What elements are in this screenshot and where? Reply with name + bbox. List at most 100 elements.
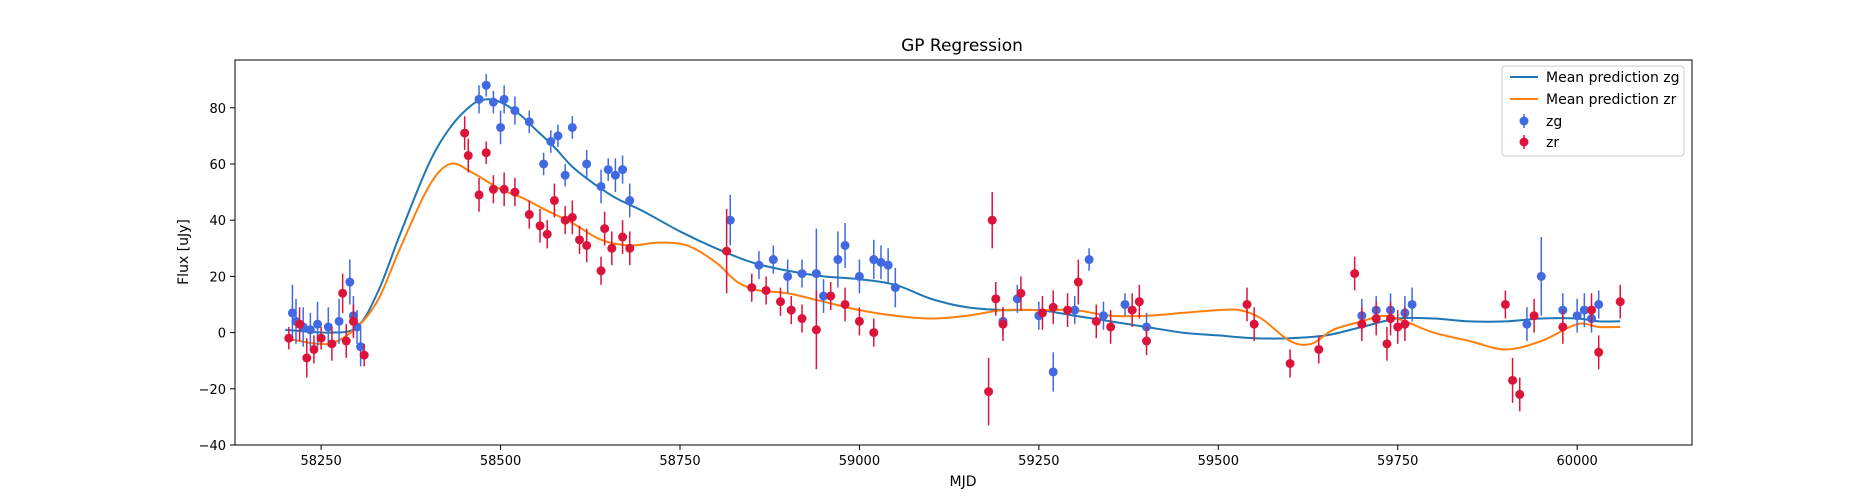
y-tick-label: 0 — [218, 327, 226, 342]
data-point — [560, 215, 570, 225]
data-point — [1371, 314, 1381, 324]
data-point — [596, 266, 606, 276]
data-point — [869, 255, 879, 265]
data-point — [775, 297, 785, 307]
data-point — [1073, 277, 1083, 287]
data-point — [1242, 299, 1252, 309]
data-point — [1127, 305, 1137, 315]
data-point — [542, 229, 552, 239]
data-point — [316, 333, 326, 343]
data-point — [1407, 299, 1417, 309]
data-point — [826, 291, 836, 301]
data-point — [539, 159, 549, 169]
data-point — [618, 232, 628, 242]
mean-prediction-curves — [285, 98, 1621, 351]
x-tick-label: 58250 — [300, 454, 341, 469]
y-tick-label: −40 — [199, 439, 226, 454]
legend-label-zg-mean: Mean prediction zg — [1546, 70, 1680, 86]
data-point — [1063, 305, 1073, 315]
data-point — [474, 190, 484, 200]
data-point — [546, 136, 556, 146]
legend: Mean prediction zg Mean prediction zr zg… — [1501, 65, 1685, 157]
x-tick-label: 59000 — [839, 454, 880, 469]
data-point — [287, 308, 297, 318]
data-point — [607, 243, 617, 253]
data-point — [582, 240, 592, 250]
data-point — [1120, 299, 1130, 309]
data-point — [754, 260, 764, 270]
data-point — [1134, 297, 1144, 307]
data-point — [1091, 316, 1101, 326]
data-point — [341, 336, 351, 346]
y-tick-label: 40 — [209, 214, 226, 229]
data-point — [1350, 269, 1360, 279]
data-point — [761, 285, 771, 295]
data-point — [722, 246, 732, 256]
data-point — [1386, 314, 1396, 324]
data-point — [1508, 375, 1518, 385]
data-point — [1357, 319, 1367, 329]
data-point — [797, 269, 807, 279]
data-point — [876, 257, 886, 267]
data-point — [524, 210, 534, 220]
data-point — [1529, 311, 1539, 321]
data-point — [833, 255, 843, 265]
data-point — [510, 106, 520, 116]
data-point — [560, 170, 570, 180]
data-point — [610, 170, 620, 180]
x-axis-title: MJD — [950, 474, 977, 490]
y-axis: −40 −20 0 20 40 60 80 — [199, 102, 235, 454]
data-point — [1048, 302, 1058, 312]
data-point — [575, 235, 585, 245]
data-point — [499, 184, 509, 194]
data-point — [811, 325, 821, 335]
data-point — [984, 387, 994, 397]
data-point — [460, 128, 470, 138]
data-point — [338, 288, 348, 298]
data-point — [600, 224, 610, 234]
data-point — [535, 221, 545, 231]
data-point — [1393, 322, 1403, 332]
data-point — [345, 277, 355, 287]
data-point — [309, 344, 319, 354]
data-point — [1500, 299, 1510, 309]
series-zr — [284, 116, 1625, 426]
x-tick-label: 59500 — [1198, 454, 1239, 469]
legend-label-zg: zg — [1546, 114, 1562, 130]
data-point — [1106, 322, 1116, 332]
data-point — [284, 333, 294, 343]
y-tick-label: −20 — [199, 383, 226, 398]
data-point — [1084, 255, 1094, 265]
mean-curve-zg — [285, 98, 1621, 340]
data-point — [618, 165, 628, 175]
y-tick-label: 20 — [209, 270, 226, 285]
data-point — [890, 283, 900, 293]
data-point — [348, 316, 358, 326]
plot-frame — [234, 59, 1693, 446]
data-point — [783, 271, 793, 281]
chart-title: GP Regression — [901, 36, 1023, 56]
data-point — [549, 196, 559, 206]
data-point — [1594, 299, 1604, 309]
data-point — [1400, 319, 1410, 329]
data-point — [991, 294, 1001, 304]
data-point — [474, 94, 484, 104]
data-point — [854, 271, 864, 281]
plot-area — [284, 74, 1625, 426]
legend-swatch-zr-marker — [1519, 137, 1529, 147]
data-point — [323, 322, 333, 332]
data-point — [1587, 305, 1597, 315]
data-point — [1098, 311, 1108, 321]
data-point — [524, 117, 534, 127]
data-point — [295, 319, 305, 329]
data-point — [567, 212, 577, 222]
data-point — [625, 243, 635, 253]
data-point — [768, 255, 778, 265]
x-axis: 58250 58500 58750 59000 59250 59500 59750 60000 — [300, 445, 1598, 469]
mean-curve-zr — [285, 162, 1621, 351]
data-point — [305, 325, 315, 335]
data-point — [1382, 339, 1392, 349]
data-point — [840, 240, 850, 250]
data-point — [747, 283, 757, 293]
